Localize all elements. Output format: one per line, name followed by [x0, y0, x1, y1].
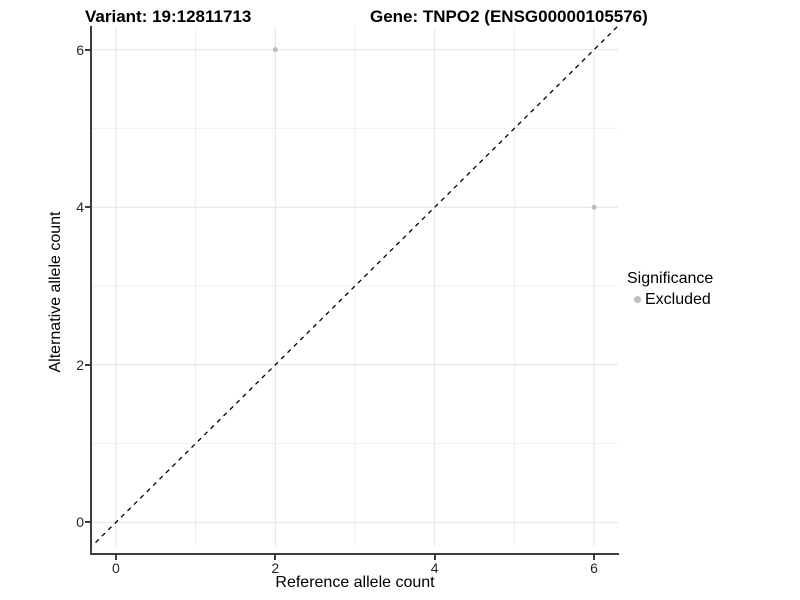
legend-item-label: Excluded — [645, 291, 711, 308]
plot-title-variant: Variant: 19:12811713 — [85, 7, 252, 26]
legend-item: Excluded — [627, 290, 797, 309]
legend: Significance Excluded — [627, 269, 797, 309]
y-tick-label: 6 — [76, 41, 84, 58]
y-tick-mark — [85, 48, 90, 51]
x-tick-label: 6 — [590, 560, 598, 576]
y-axis-line — [90, 26, 92, 555]
plot-panel — [92, 26, 618, 546]
x-tick-label: 0 — [112, 560, 120, 576]
x-axis-title: Reference allele count — [275, 574, 435, 591]
x-tick-mark — [593, 555, 596, 560]
y-tick-label: 4 — [76, 199, 84, 216]
y-tick-label: 0 — [76, 514, 84, 531]
x-tick-mark — [433, 555, 436, 560]
legend-point-icon — [634, 296, 641, 303]
plot-title-gene: Gene: TNPO2 (ENSG00000105576) — [370, 7, 648, 26]
data-point — [272, 47, 278, 53]
x-tick-label: 2 — [271, 560, 280, 576]
y-tick-mark — [85, 521, 90, 524]
x-axis-line — [90, 553, 619, 555]
x-tick-mark — [274, 555, 277, 560]
x-tick-mark — [114, 555, 117, 560]
y-tick-mark — [85, 206, 90, 209]
y-tick-mark — [85, 363, 90, 366]
x-tick-label: 4 — [430, 560, 439, 576]
y-tick-label: 2 — [76, 356, 84, 373]
legend-items: Excluded — [627, 290, 797, 309]
data-point — [591, 204, 597, 210]
legend-title: Significance — [627, 270, 714, 287]
identity-reference-line — [92, 26, 618, 546]
